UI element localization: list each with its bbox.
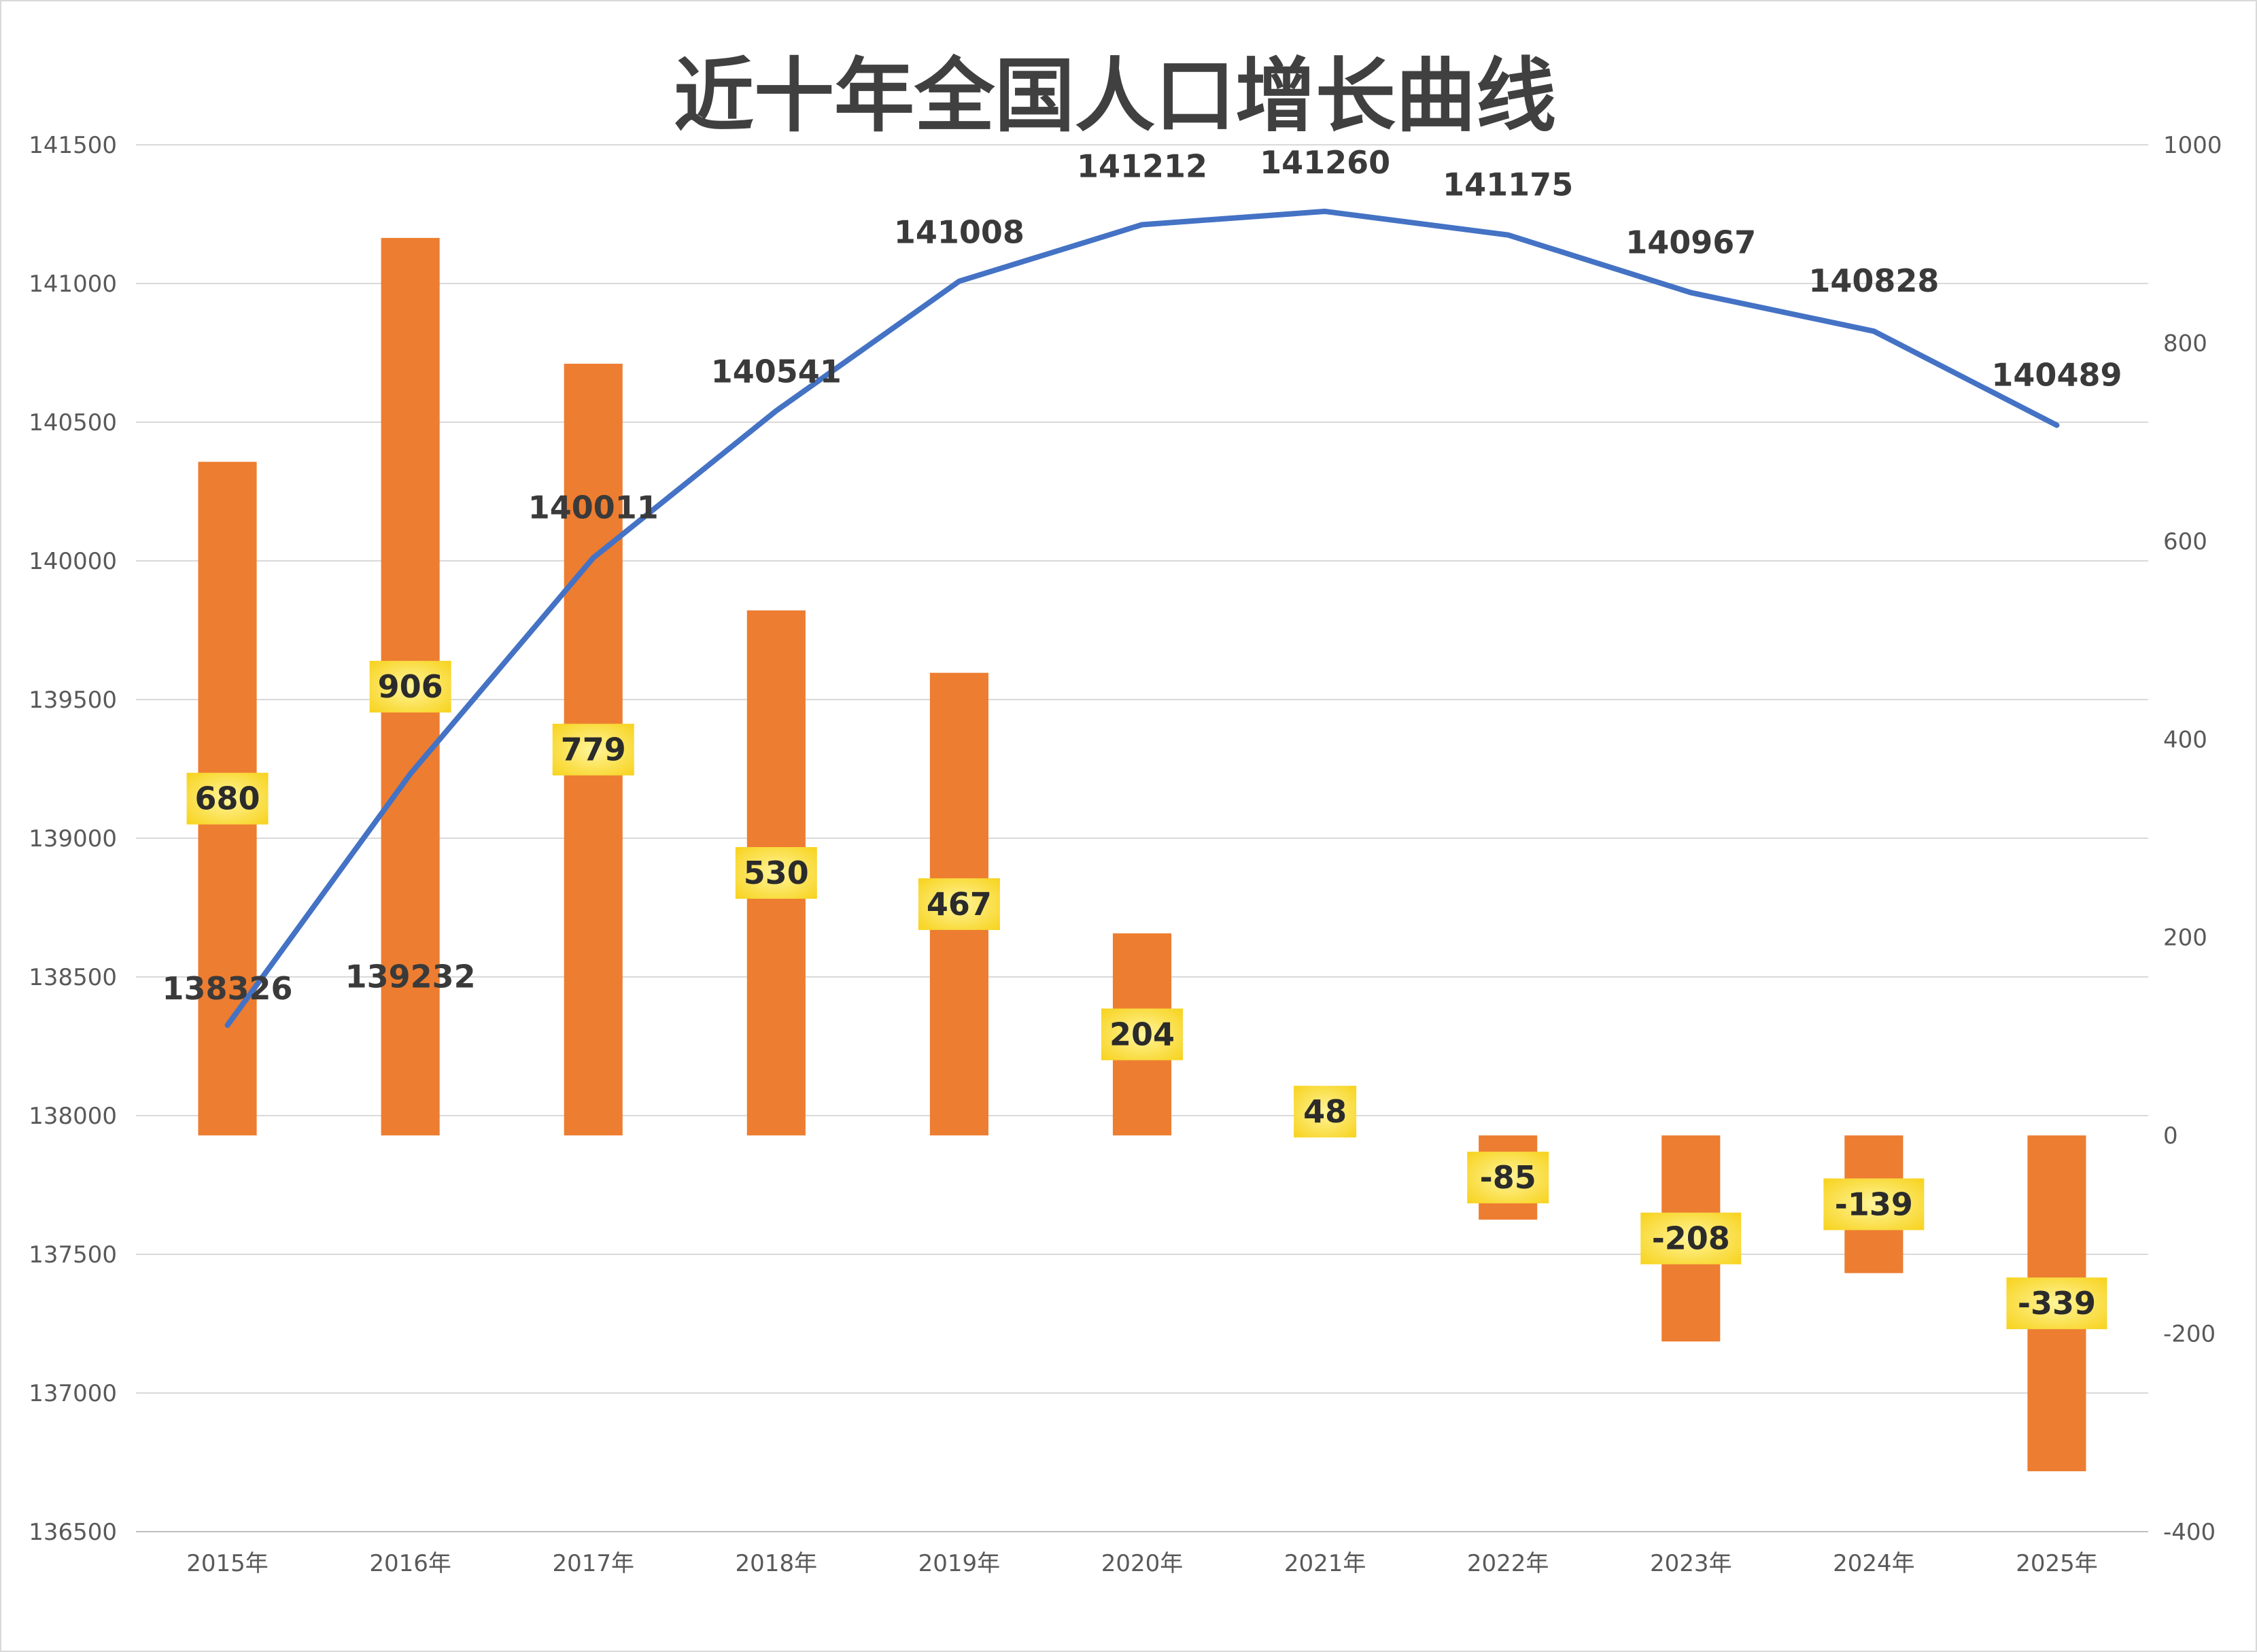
left-tick-label: 136500 — [29, 1519, 117, 1546]
bar-data-label: 48 — [1303, 1093, 1347, 1130]
x-tick-label: 2016年 — [369, 1550, 451, 1577]
bar-label-box — [918, 878, 1000, 930]
left-tick-label: 140500 — [29, 409, 117, 436]
gridlines — [136, 144, 2148, 1532]
x-tick-label: 2020年 — [1101, 1550, 1184, 1577]
line-data-label: 140828 — [1808, 262, 1939, 299]
line-data-label: 141175 — [1443, 167, 1573, 203]
bar-data-label: 779 — [561, 732, 626, 768]
right-tick-label: 0 — [2163, 1122, 2178, 1150]
bar-data-label: -208 — [1652, 1220, 1730, 1257]
bar-label-box — [1640, 1212, 1742, 1264]
right-tick-label: 1000 — [2163, 132, 2222, 159]
right-tick-label: 400 — [2163, 726, 2207, 753]
left-axis-ticks: 136500 137000 137500 138000 138500 139000 1395… — [29, 132, 117, 1546]
x-tick-label: 2015年 — [186, 1550, 269, 1577]
bar-data-label: 467 — [927, 886, 992, 923]
left-tick-label: 137000 — [29, 1380, 117, 1407]
bar-label-box — [1467, 1152, 1549, 1204]
line-data-label: 141260 — [1260, 144, 1390, 181]
bar-label-box — [735, 847, 817, 899]
right-tick-label: 600 — [2163, 528, 2207, 555]
bar-data-label: 906 — [378, 668, 443, 705]
left-tick-label: 140000 — [29, 548, 117, 575]
bar-label-box — [2006, 1277, 2107, 1330]
bar-data-label: -85 — [1480, 1159, 1536, 1196]
right-tick-label: -200 — [2163, 1321, 2216, 1348]
x-tick-label: 2023年 — [1650, 1550, 1732, 1577]
line-data-label: 139232 — [345, 958, 476, 995]
line-data-label: 140967 — [1625, 224, 1756, 260]
bar-label-box — [1823, 1178, 1925, 1231]
x-tick-label: 2017年 — [552, 1550, 634, 1577]
line-data-label: 141008 — [894, 214, 1024, 251]
right-tick-label: 800 — [2163, 330, 2207, 357]
left-tick-label: 141000 — [29, 271, 117, 298]
x-tick-label: 2018年 — [736, 1550, 818, 1577]
left-tick-label: 137500 — [29, 1241, 117, 1269]
x-tick-label: 2022年 — [1467, 1550, 1549, 1577]
x-tick-label: 2024年 — [1833, 1550, 1915, 1577]
bar-label-box — [552, 723, 634, 776]
right-axis-ticks: -400 -200 0 200 400 600 800 1000 — [2163, 132, 2222, 1546]
chart-title: 近十年全国人口增长曲线 — [674, 48, 1556, 143]
bar-label-box — [369, 661, 451, 713]
bar-label-box — [186, 772, 269, 825]
bar-data-label: -139 — [1835, 1186, 1913, 1222]
x-tick-label: 2021年 — [1284, 1550, 1366, 1577]
data-labels: 680 906 779 530 467 204 48 -85 -208 -139 -339 13832… — [162, 144, 2122, 1330]
line-series — [224, 208, 2060, 1028]
right-tick-label: 200 — [2163, 925, 2207, 952]
left-tick-label: 138500 — [29, 964, 117, 991]
x-axis-ticks: 2015年 2016年 2017年 2018年 2019年 2020年 2021年 2022年… — [186, 1550, 2097, 1577]
left-tick-label: 138000 — [29, 1103, 117, 1130]
right-tick-label: -400 — [2163, 1519, 2216, 1546]
left-tick-label: 139000 — [29, 825, 117, 853]
x-tick-label: 2025年 — [2016, 1550, 2098, 1577]
bar-data-label: 680 — [195, 780, 260, 817]
line-data-label: 140541 — [711, 353, 842, 390]
line-data-label: 140489 — [1991, 356, 2122, 393]
bar-label-box — [1294, 1086, 1357, 1138]
bar-data-label: -339 — [2018, 1285, 2096, 1322]
bar-label-box — [1101, 1008, 1183, 1061]
line-data-label: 141212 — [1077, 148, 1207, 185]
left-tick-label: 141500 — [29, 132, 117, 159]
line-data-label: 138326 — [162, 970, 293, 1007]
bar-series — [198, 237, 2086, 1472]
population-line — [224, 208, 2060, 1028]
line-data-label: 140011 — [528, 489, 659, 526]
bar-data-label: 530 — [744, 855, 809, 891]
left-tick-label: 139500 — [29, 687, 117, 714]
bar-data-label: 204 — [1109, 1016, 1175, 1053]
x-tick-label: 2019年 — [918, 1550, 1001, 1577]
